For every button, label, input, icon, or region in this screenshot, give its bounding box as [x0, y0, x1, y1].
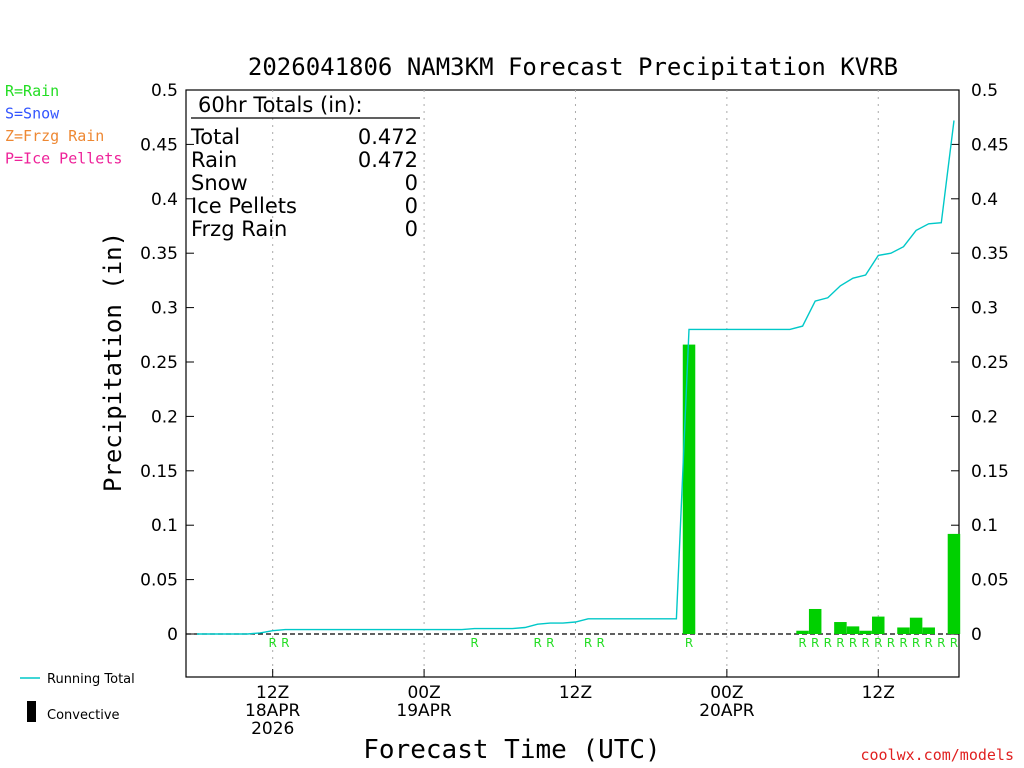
precip-type-marker: R [546, 636, 554, 650]
totals-value: 0 [405, 194, 418, 218]
precip-type-marker: R [269, 636, 277, 650]
gridlines [272, 90, 879, 677]
y-tick-label: 0.45 [140, 135, 178, 155]
running-total-line [197, 120, 955, 635]
totals-label: Snow [191, 171, 248, 195]
x-tick-label: 00Z [407, 683, 440, 703]
precip-type-marker: R [912, 636, 920, 650]
y-tick-label: 0.1 [151, 516, 178, 536]
totals-value: 0 [405, 217, 418, 241]
hourly-precip-bars [682, 344, 961, 634]
y-tick-label: 0.25 [140, 353, 178, 373]
totals-label: Ice Pellets [191, 194, 297, 218]
type-legend-item: Z=Frzg Rain [5, 127, 104, 145]
precip-bar [909, 617, 923, 634]
totals-label: Rain [191, 148, 237, 172]
precip-type-marker: R [798, 636, 806, 650]
y-tick-label-right: 0.15 [971, 462, 1009, 482]
x-axis-label: Forecast Time (UTC) [363, 735, 660, 765]
x-tick-label: 12Z [256, 683, 289, 703]
precip-type-marker: R [899, 636, 907, 650]
y-axis-right: 0 0.05 0.1 0.15 0.2 0.25 0.3 0.35 0.4 0.45 0.5 [951, 81, 1009, 645]
totals-label: Total [190, 125, 240, 149]
precip-type-marker: R [925, 636, 933, 650]
x-tick-label: 2026 [251, 719, 294, 739]
precip-bar [808, 608, 822, 634]
precip-type-marker: R [937, 636, 945, 650]
precip-type-marker: R [281, 636, 289, 650]
y-tick-label: 0.05 [140, 571, 178, 591]
precip-bar [922, 627, 935, 634]
y-tick-label: 0.15 [140, 462, 178, 482]
y-tick-label-right: 0.45 [971, 135, 1009, 155]
y-tick-label: 0.5 [151, 81, 178, 101]
totals-label: Frzg Rain [191, 217, 287, 241]
totals-value: 0.472 [358, 148, 418, 172]
totals-heading: 60hr Totals (in): [198, 93, 363, 117]
precip-type-marker: R [584, 636, 592, 650]
precip-type-marker: R [950, 636, 958, 650]
y-tick-label-right: 0.05 [971, 571, 1009, 591]
type-legend-item: S=Snow [5, 105, 60, 123]
running-total-legend-label: Running Total [47, 672, 135, 687]
y-tick-label-right: 0.35 [971, 244, 1009, 264]
y-tick-label-right: 0.4 [971, 190, 998, 210]
precip-bar [947, 533, 961, 634]
precip-type-marker: R [824, 636, 832, 650]
precip-bar [682, 344, 696, 634]
y-tick-label-right: 0.2 [971, 407, 998, 427]
precip-bar [846, 626, 860, 634]
precip-type-marker: R [470, 636, 478, 650]
y-tick-label: 0 [167, 625, 178, 645]
precip-bar [834, 622, 847, 634]
precip-type-legend: R=Rain S=Snow Z=Frzg Rain P=Ice Pellets [5, 82, 122, 168]
totals-value: 0.472 [358, 125, 418, 149]
x-tick-label: 12Z [559, 683, 592, 703]
precip-bar [897, 627, 910, 634]
precip-type-marker: R [685, 636, 693, 650]
y-tick-label: 0.4 [151, 190, 178, 210]
precip-type-marker: R [811, 636, 819, 650]
x-tick-label: 18APR [245, 701, 301, 721]
x-tick-label: 19APR [396, 701, 452, 721]
precip-type-marker: R [861, 636, 869, 650]
precip-type-marker: R [533, 636, 541, 650]
plot-frame [185, 89, 960, 678]
totals-value: 0 [405, 171, 418, 195]
precip-type-marker: R [887, 636, 895, 650]
y-tick-label-right: 0 [971, 625, 982, 645]
precip-bar [872, 616, 885, 634]
convective-legend-label: Convective [47, 708, 120, 723]
y-tick-label-right: 0.3 [971, 299, 998, 319]
x-tick-label: 12Z [862, 683, 895, 703]
y-axis-label: Precipitation (in) [99, 232, 127, 492]
precip-type-marker: R [597, 636, 605, 650]
y-tick-label: 0.3 [151, 299, 178, 319]
x-tick-label: 20APR [699, 701, 755, 721]
x-tick-label: 00Z [710, 683, 743, 703]
precip-bar [859, 630, 872, 634]
y-tick-label-right: 0.1 [971, 516, 998, 536]
y-axis-left: 0 0.05 0.1 0.15 0.2 0.25 0.3 0.35 0.4 0.45 0.5 [140, 81, 194, 645]
precip-type-marker: R [836, 636, 844, 650]
precip-type-marker: R [849, 636, 857, 650]
type-legend-item: P=Ice Pellets [5, 150, 122, 168]
y-tick-label: 0.2 [151, 407, 178, 427]
precip-type-marker: R [874, 636, 882, 650]
chart-title: 2026041806 NAM3KM Forecast Precipitation… [248, 53, 898, 81]
series-legend: Running Total Convective [20, 672, 135, 723]
y-tick-label-right: 0.25 [971, 353, 1009, 373]
type-legend-item: R=Rain [5, 82, 59, 100]
credit-text: coolwx.com/models [860, 746, 1014, 764]
convective-swatch [27, 701, 36, 722]
precip-bar [796, 630, 809, 634]
y-tick-label: 0.35 [140, 244, 178, 264]
y-tick-label-right: 0.5 [971, 81, 998, 101]
totals-box: 60hr Totals (in): Total 0.472 Rain 0.472 Sno… [190, 93, 420, 241]
